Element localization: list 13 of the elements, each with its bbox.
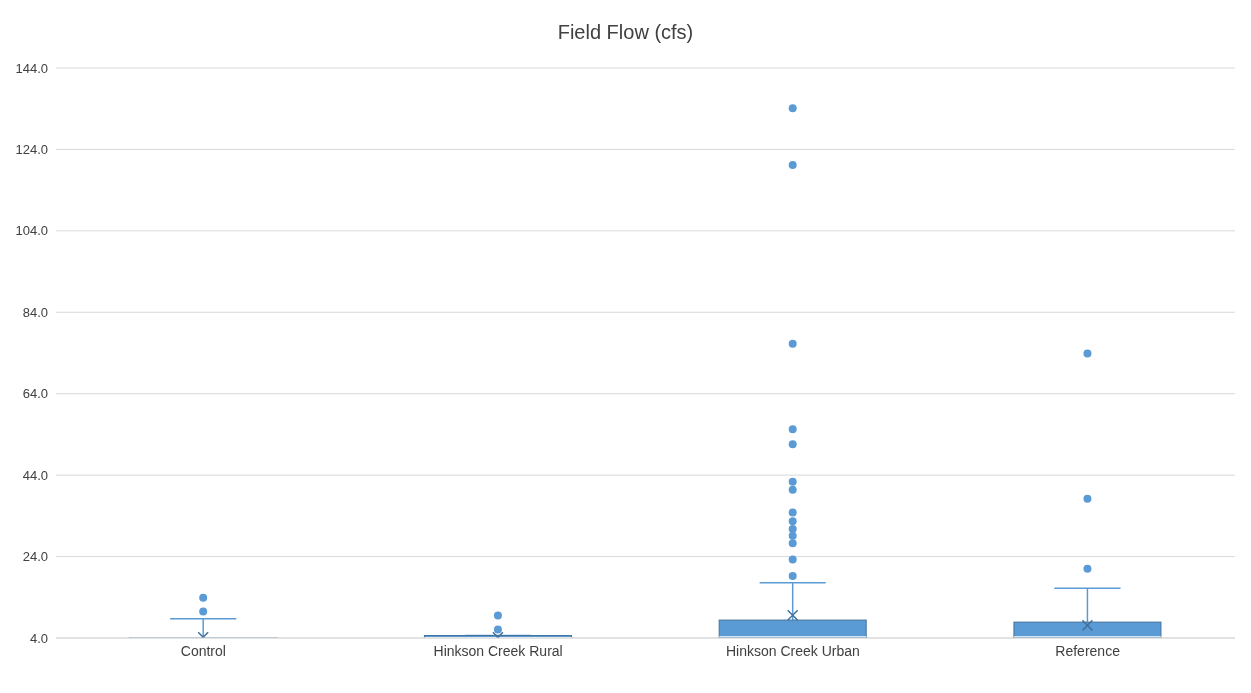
- y-tick-label: 144.0: [15, 60, 48, 76]
- y-tick-label: 24.0: [22, 549, 48, 565]
- y-tick-label: 104.0: [15, 223, 48, 239]
- y-tick-label: 84.0: [22, 304, 48, 320]
- y-tick-label: 64.0: [22, 386, 48, 402]
- y-tick-label: 44.0: [22, 467, 48, 483]
- x-tick-label: Hinkson Creek Urban: [725, 642, 860, 659]
- chart-title: Field Flow (cfs): [556, 20, 695, 45]
- x-tick-label: Hinkson Creek Rural: [433, 642, 563, 659]
- y-tick-label: 4.0: [29, 630, 48, 646]
- y-tick-label: 124.0: [15, 142, 48, 158]
- x-tick-label: Control: [180, 642, 226, 659]
- x-tick-label: Reference: [1055, 642, 1121, 659]
